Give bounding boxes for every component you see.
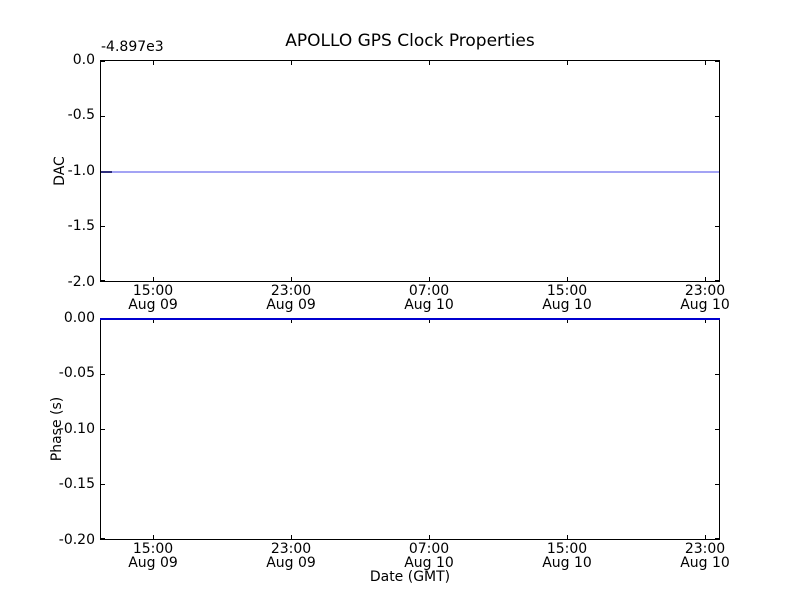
xtick-time: 15:00 [132,541,174,557]
tick-mark [101,226,105,227]
xtick-time: 15:00 [546,283,588,299]
tick-mark [101,429,105,430]
tick-mark [715,429,719,430]
tick-mark [715,61,719,62]
xtick-time: 15:00 [546,541,588,557]
tick-mark [291,61,292,65]
chart-title: APOLLO GPS Clock Properties [285,31,535,51]
xtick-time: 07:00 [408,541,450,557]
tick-mark [101,374,105,375]
ytick-label: -0.15 [58,476,95,492]
dac-data-line-segment [101,171,112,173]
tick-mark [153,319,154,323]
xtick-label: 07:00 Aug 10 [384,542,474,570]
xtick-time: 23:00 [684,283,726,299]
xtick-label: 23:00 Aug 10 [660,542,750,570]
xtick-label: 15:00 Aug 09 [108,284,198,312]
tick-mark [705,535,706,539]
tick-mark [715,116,719,117]
phase-line [100,318,720,320]
tick-mark [705,319,706,323]
ytick-label: 0.00 [63,310,95,326]
xtick-date: Aug 09 [128,297,178,313]
ytick-label: -1.5 [67,218,95,234]
xtick-time: 07:00 [408,283,450,299]
xtick-date: Aug 10 [542,297,592,313]
ytick-label: -0.05 [58,365,95,381]
xtick-time: 23:00 [684,541,726,557]
tick-mark [705,277,706,281]
tick-mark [715,226,719,227]
xtick-label: 23:00 Aug 09 [246,284,336,312]
tick-mark [291,319,292,323]
ytick-label: -1.0 [67,163,95,179]
xtick-date: Aug 09 [266,555,316,571]
ytick-label: 0.0 [72,52,95,68]
dac-axes [100,60,720,282]
tick-mark [291,277,292,281]
xtick-date: Aug 09 [128,555,178,571]
xtick-date: Aug 10 [404,555,454,571]
xtick-label: 23:00 Aug 09 [246,542,336,570]
dac-fit-line [101,171,719,173]
ytick-label: -0.20 [58,532,95,548]
tick-mark [567,277,568,281]
xtick-label: 15:00 Aug 10 [522,542,612,570]
xtick-time: 15:00 [132,283,174,299]
tick-mark [429,535,430,539]
tick-mark [101,116,105,117]
xtick-time: 23:00 [270,283,312,299]
tick-mark [153,277,154,281]
phase-axes [100,318,720,540]
tick-mark [153,61,154,65]
xtick-label: 15:00 Aug 10 [522,284,612,312]
tick-mark [567,319,568,323]
xtick-label: 15:00 Aug 09 [108,542,198,570]
tick-mark [567,61,568,65]
xtick-date: Aug 10 [542,555,592,571]
xtick-date: Aug 10 [680,297,730,313]
xtick-date: Aug 10 [680,555,730,571]
ytick-label: -2.0 [67,274,95,290]
tick-mark [429,319,430,323]
tick-mark [715,280,719,281]
tick-mark [429,61,430,65]
tick-mark [101,280,105,281]
y-axis-offset-label: -4.897e3 [101,39,164,55]
tick-mark [705,61,706,65]
tick-mark [101,484,105,485]
tick-mark [715,484,719,485]
xtick-date: Aug 09 [266,297,316,313]
tick-mark [101,61,105,62]
tick-mark [101,538,105,539]
tick-mark [567,535,568,539]
x-axis-label: Date (GMT) [369,569,451,585]
tick-mark [715,374,719,375]
xtick-label: 23:00 Aug 10 [660,284,750,312]
xtick-time: 23:00 [270,541,312,557]
xtick-label: 07:00 Aug 10 [384,284,474,312]
xtick-date: Aug 10 [404,297,454,313]
tick-mark [715,538,719,539]
ytick-label: -0.10 [58,421,95,437]
tick-mark [429,277,430,281]
tick-mark [153,535,154,539]
ytick-label: -0.5 [67,107,95,123]
tick-mark [291,535,292,539]
